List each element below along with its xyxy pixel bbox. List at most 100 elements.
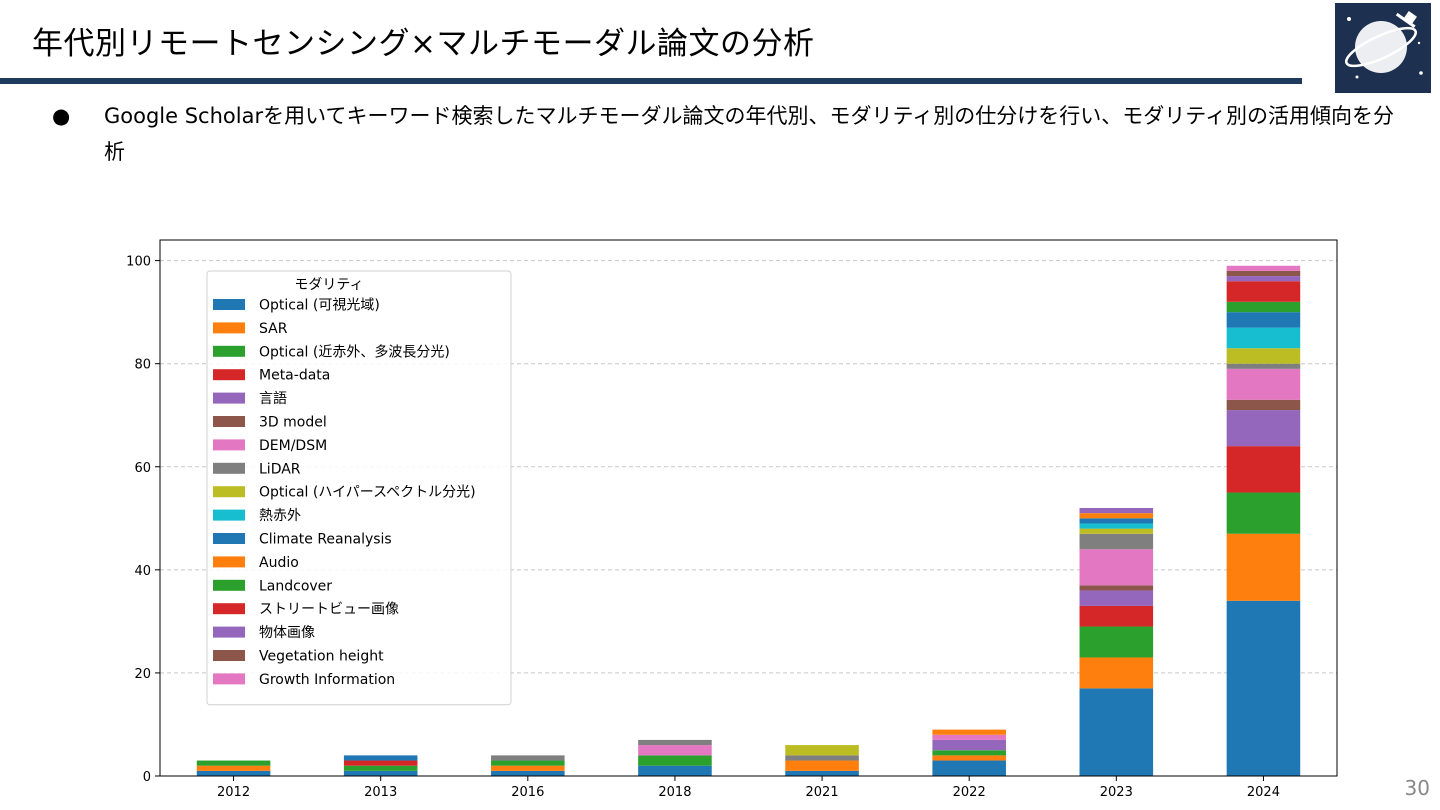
y-tick-label: 20: [134, 667, 151, 682]
legend-swatch: [213, 299, 245, 310]
y-tick-label: 80: [134, 358, 151, 373]
legend-swatch: [213, 603, 245, 615]
bar-segment: [1226, 446, 1301, 493]
legend-title: モダリティ: [294, 277, 363, 293]
legend-label: ストリートビュー画像: [259, 602, 399, 618]
x-tick-label: 2016: [511, 785, 544, 800]
y-tick-label: 40: [134, 564, 151, 579]
bar-segment: [1226, 399, 1301, 411]
bar-segment: [343, 765, 418, 771]
legend-swatch: [213, 533, 245, 544]
bar-segment: [1226, 368, 1301, 400]
legend-swatch: [213, 439, 245, 451]
bar-segment: [785, 770, 859, 776]
legend-swatch: [213, 416, 245, 427]
legend-swatch: [213, 673, 245, 685]
page-number: 30: [1404, 776, 1430, 800]
legend-swatch: [213, 579, 245, 591]
legend-swatch: [213, 486, 245, 498]
legend-label: 熱赤外: [259, 508, 301, 524]
legend-label: Optical (ハイパースペクトル分光): [259, 485, 476, 501]
logo-graphic: [1344, 11, 1423, 79]
plot-frame: [159, 239, 1338, 777]
legend-label: 3D model: [259, 415, 327, 431]
x-tick-label: 2012: [217, 785, 250, 800]
bar-segment: [1226, 265, 1301, 271]
bar-segment: [1226, 276, 1301, 282]
bar-segment: [1079, 585, 1154, 591]
bar-segment: [1226, 327, 1301, 349]
slide-title: 年代別リモートセンシング×マルチモーダル論文の分析: [32, 26, 815, 62]
bar-segment: [196, 765, 271, 771]
legend-swatch: [213, 369, 245, 381]
bar-segment: [1226, 533, 1301, 601]
legend-label: LiDAR: [259, 461, 301, 477]
legend-swatch: [213, 462, 245, 474]
legend-swatch: [213, 626, 245, 638]
bar-segment: [932, 739, 1006, 751]
legend-swatch: [213, 509, 245, 521]
bar-segment: [1079, 626, 1154, 658]
bar-segment: [1226, 410, 1301, 447]
legend-label: Vegetation height: [259, 649, 384, 665]
bar-segment: [1226, 281, 1301, 302]
bar-segment: [932, 734, 1006, 740]
bar-segment: [1226, 492, 1301, 534]
satellite-ai-challenge-logo: [1335, 3, 1431, 93]
y-tick-label: 100: [126, 255, 151, 270]
bar-segment: [1079, 523, 1154, 529]
bar-segment: [343, 760, 418, 766]
legend-label: 物体画像: [259, 625, 315, 641]
bar-segment: [1079, 549, 1154, 586]
bar-segment: [932, 760, 1006, 776]
bullet-icon: ●: [52, 104, 71, 128]
bar-segment: [196, 760, 271, 766]
bar-segment: [785, 745, 859, 756]
legend-label: Optical (近赤外、多波長分光): [259, 343, 450, 360]
bullet-text: Google Scholarを用いてキーワード検索したマルチモーダル論文の年代別…: [104, 104, 1394, 164]
legend-label: 言語: [259, 391, 287, 407]
bar-segment: [1079, 528, 1154, 534]
bar-segment: [491, 770, 565, 776]
legend-label: Optical (可視光域): [259, 298, 380, 314]
legend-swatch: [213, 345, 245, 357]
legend-label: Climate Reanalysis: [259, 532, 392, 548]
bar-segment: [1079, 605, 1154, 627]
bar-segment: [638, 739, 712, 746]
bar-segment: [932, 750, 1006, 756]
bar-segment: [785, 760, 859, 771]
x-tick-label: 2013: [364, 785, 397, 800]
title-underline: [0, 78, 1302, 84]
bar-segment: [1079, 590, 1154, 606]
bar-segment: [1079, 508, 1154, 514]
bar-segment: [638, 745, 712, 756]
bar-segment: [1226, 348, 1301, 364]
x-tick-label: 2023: [1100, 785, 1133, 800]
bar-segment: [1226, 270, 1301, 277]
legend-box: [206, 270, 512, 706]
legend-swatch: [213, 650, 245, 661]
legend-label: Growth Information: [259, 672, 395, 688]
x-tick-label: 2024: [1247, 785, 1280, 800]
y-tick-label: 60: [134, 461, 151, 476]
bar-segment: [1079, 657, 1154, 689]
bar-segment: [932, 755, 1006, 761]
bar-segment: [638, 765, 712, 776]
legend-swatch: [213, 392, 245, 404]
bar-segment: [491, 765, 565, 771]
bar-segment: [1226, 363, 1301, 369]
bar-segment: [1226, 600, 1301, 776]
legend-label: DEM/DSM: [259, 438, 327, 454]
bar-segment: [1079, 518, 1154, 524]
legend-label: SAR: [259, 321, 288, 337]
legend-label: Meta-data: [259, 368, 330, 384]
legend-label: Landcover: [259, 578, 332, 594]
legend-label: Audio: [259, 555, 299, 571]
bar-segment: [343, 755, 418, 761]
bar-segment: [1079, 688, 1154, 776]
bar-segment: [491, 755, 565, 761]
bar-segment: [196, 770, 271, 776]
bar-segment: [491, 760, 565, 766]
legend-swatch: [213, 556, 245, 568]
